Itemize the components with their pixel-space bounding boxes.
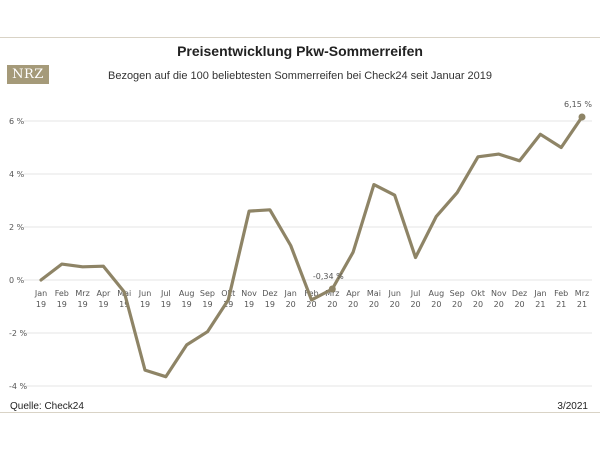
x-tick-label: Jun 19 xyxy=(138,289,152,309)
publication-date: 3/2021 xyxy=(557,401,588,412)
x-tick-label: Mrz 21 xyxy=(575,289,589,309)
x-tick-label: Mrz 19 xyxy=(75,289,89,309)
grid-lines xyxy=(24,120,592,387)
x-tick-label: Jun 20 xyxy=(387,289,401,309)
x-tick-label: Feb 21 xyxy=(554,289,568,309)
data-point-marker xyxy=(578,113,586,121)
x-tick-label: Aug 19 xyxy=(179,289,195,309)
y-tick-labels: 6 % 4 % 2 % 0 % -2 % -4 % xyxy=(9,117,28,391)
data-label: -0,34 % xyxy=(313,272,344,281)
x-tick-label: Apr 20 xyxy=(346,289,361,309)
x-tick-label: Jul 20 xyxy=(410,289,421,309)
source-note: Quelle: Check24 xyxy=(10,401,84,412)
x-tick-label: Apr 19 xyxy=(97,289,112,309)
chart-title: Preisentwicklung Pkw-Sommerreifen xyxy=(177,43,423,59)
x-tick-label: Feb 20 xyxy=(304,289,318,309)
data-point-marker xyxy=(328,285,336,293)
x-tick-label: Mai 20 xyxy=(367,289,381,309)
x-tick-label: Dez 20 xyxy=(512,289,527,309)
x-tick-label: Jan 20 xyxy=(284,289,297,309)
highlight-markers xyxy=(328,113,586,293)
x-tick-label: Jan 19 xyxy=(34,289,47,309)
data-labels: -0,34 % 6,15 % xyxy=(313,100,592,281)
x-tick-label: Sep 19 xyxy=(200,289,215,309)
x-tick-label: Okt 20 xyxy=(471,289,485,309)
x-tick-label: Sep 20 xyxy=(450,289,465,309)
x-tick-label: Nov 20 xyxy=(491,289,507,309)
y-tick-label: -2 % xyxy=(9,329,28,338)
x-tick-label: Dez 19 xyxy=(262,289,277,309)
frame-top-rule xyxy=(0,37,600,38)
nrz-logo: NRZ xyxy=(7,65,49,84)
y-tick-label: -4 % xyxy=(9,382,28,391)
x-tick-label: Jan 21 xyxy=(533,289,546,309)
x-tick-label: Nov 19 xyxy=(241,289,257,309)
y-tick-label: 0 % xyxy=(9,276,25,285)
x-tick-label: Feb 19 xyxy=(55,289,69,309)
x-tick-label: Aug 20 xyxy=(429,289,445,309)
price-series-line xyxy=(39,115,584,379)
chart-subtitle: Bezogen auf die 100 beliebtesten Sommerr… xyxy=(107,70,493,82)
y-tick-label: 6 % xyxy=(9,117,25,126)
x-tick-label: Mrz 20 xyxy=(325,289,339,309)
frame-bottom-rule xyxy=(0,412,600,413)
x-tick-label: Jul 19 xyxy=(160,289,171,309)
y-tick-label: 2 % xyxy=(9,223,25,232)
data-label: 6,15 % xyxy=(564,100,592,109)
y-tick-label: 4 % xyxy=(9,170,25,179)
